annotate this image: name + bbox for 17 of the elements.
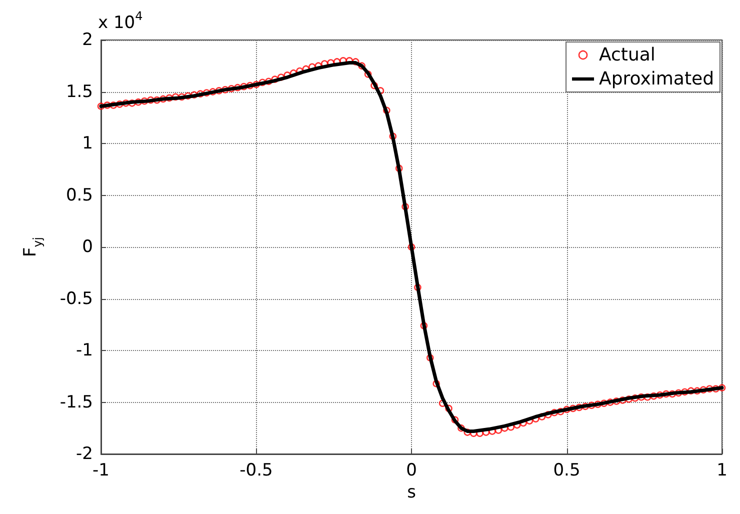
y-tick-label: 2 [82, 30, 93, 50]
y-tick-label: -1 [76, 340, 93, 360]
y-tick-label: 0 [82, 237, 93, 257]
legend-label: Aproximated [599, 68, 714, 90]
y-axis-title: Fyj [20, 236, 44, 258]
x-tick-label: -0.5 [240, 460, 273, 480]
x-tick-label: 0 [406, 460, 417, 480]
y-tick-label: -2 [76, 444, 93, 464]
legend-label: Actual [599, 44, 656, 66]
x-tick-label: 0.5 [553, 460, 580, 480]
y-tick-label: 1.5 [66, 82, 93, 102]
y-tick-label: 0.5 [66, 185, 93, 206]
x-tick-label: 1 [716, 460, 728, 480]
y-tick-label: 1 [82, 134, 93, 154]
x-axis-title: s [407, 482, 416, 502]
y-tick-label: -0.5 [60, 288, 93, 309]
y-tick-label: -1.5 [60, 392, 93, 412]
